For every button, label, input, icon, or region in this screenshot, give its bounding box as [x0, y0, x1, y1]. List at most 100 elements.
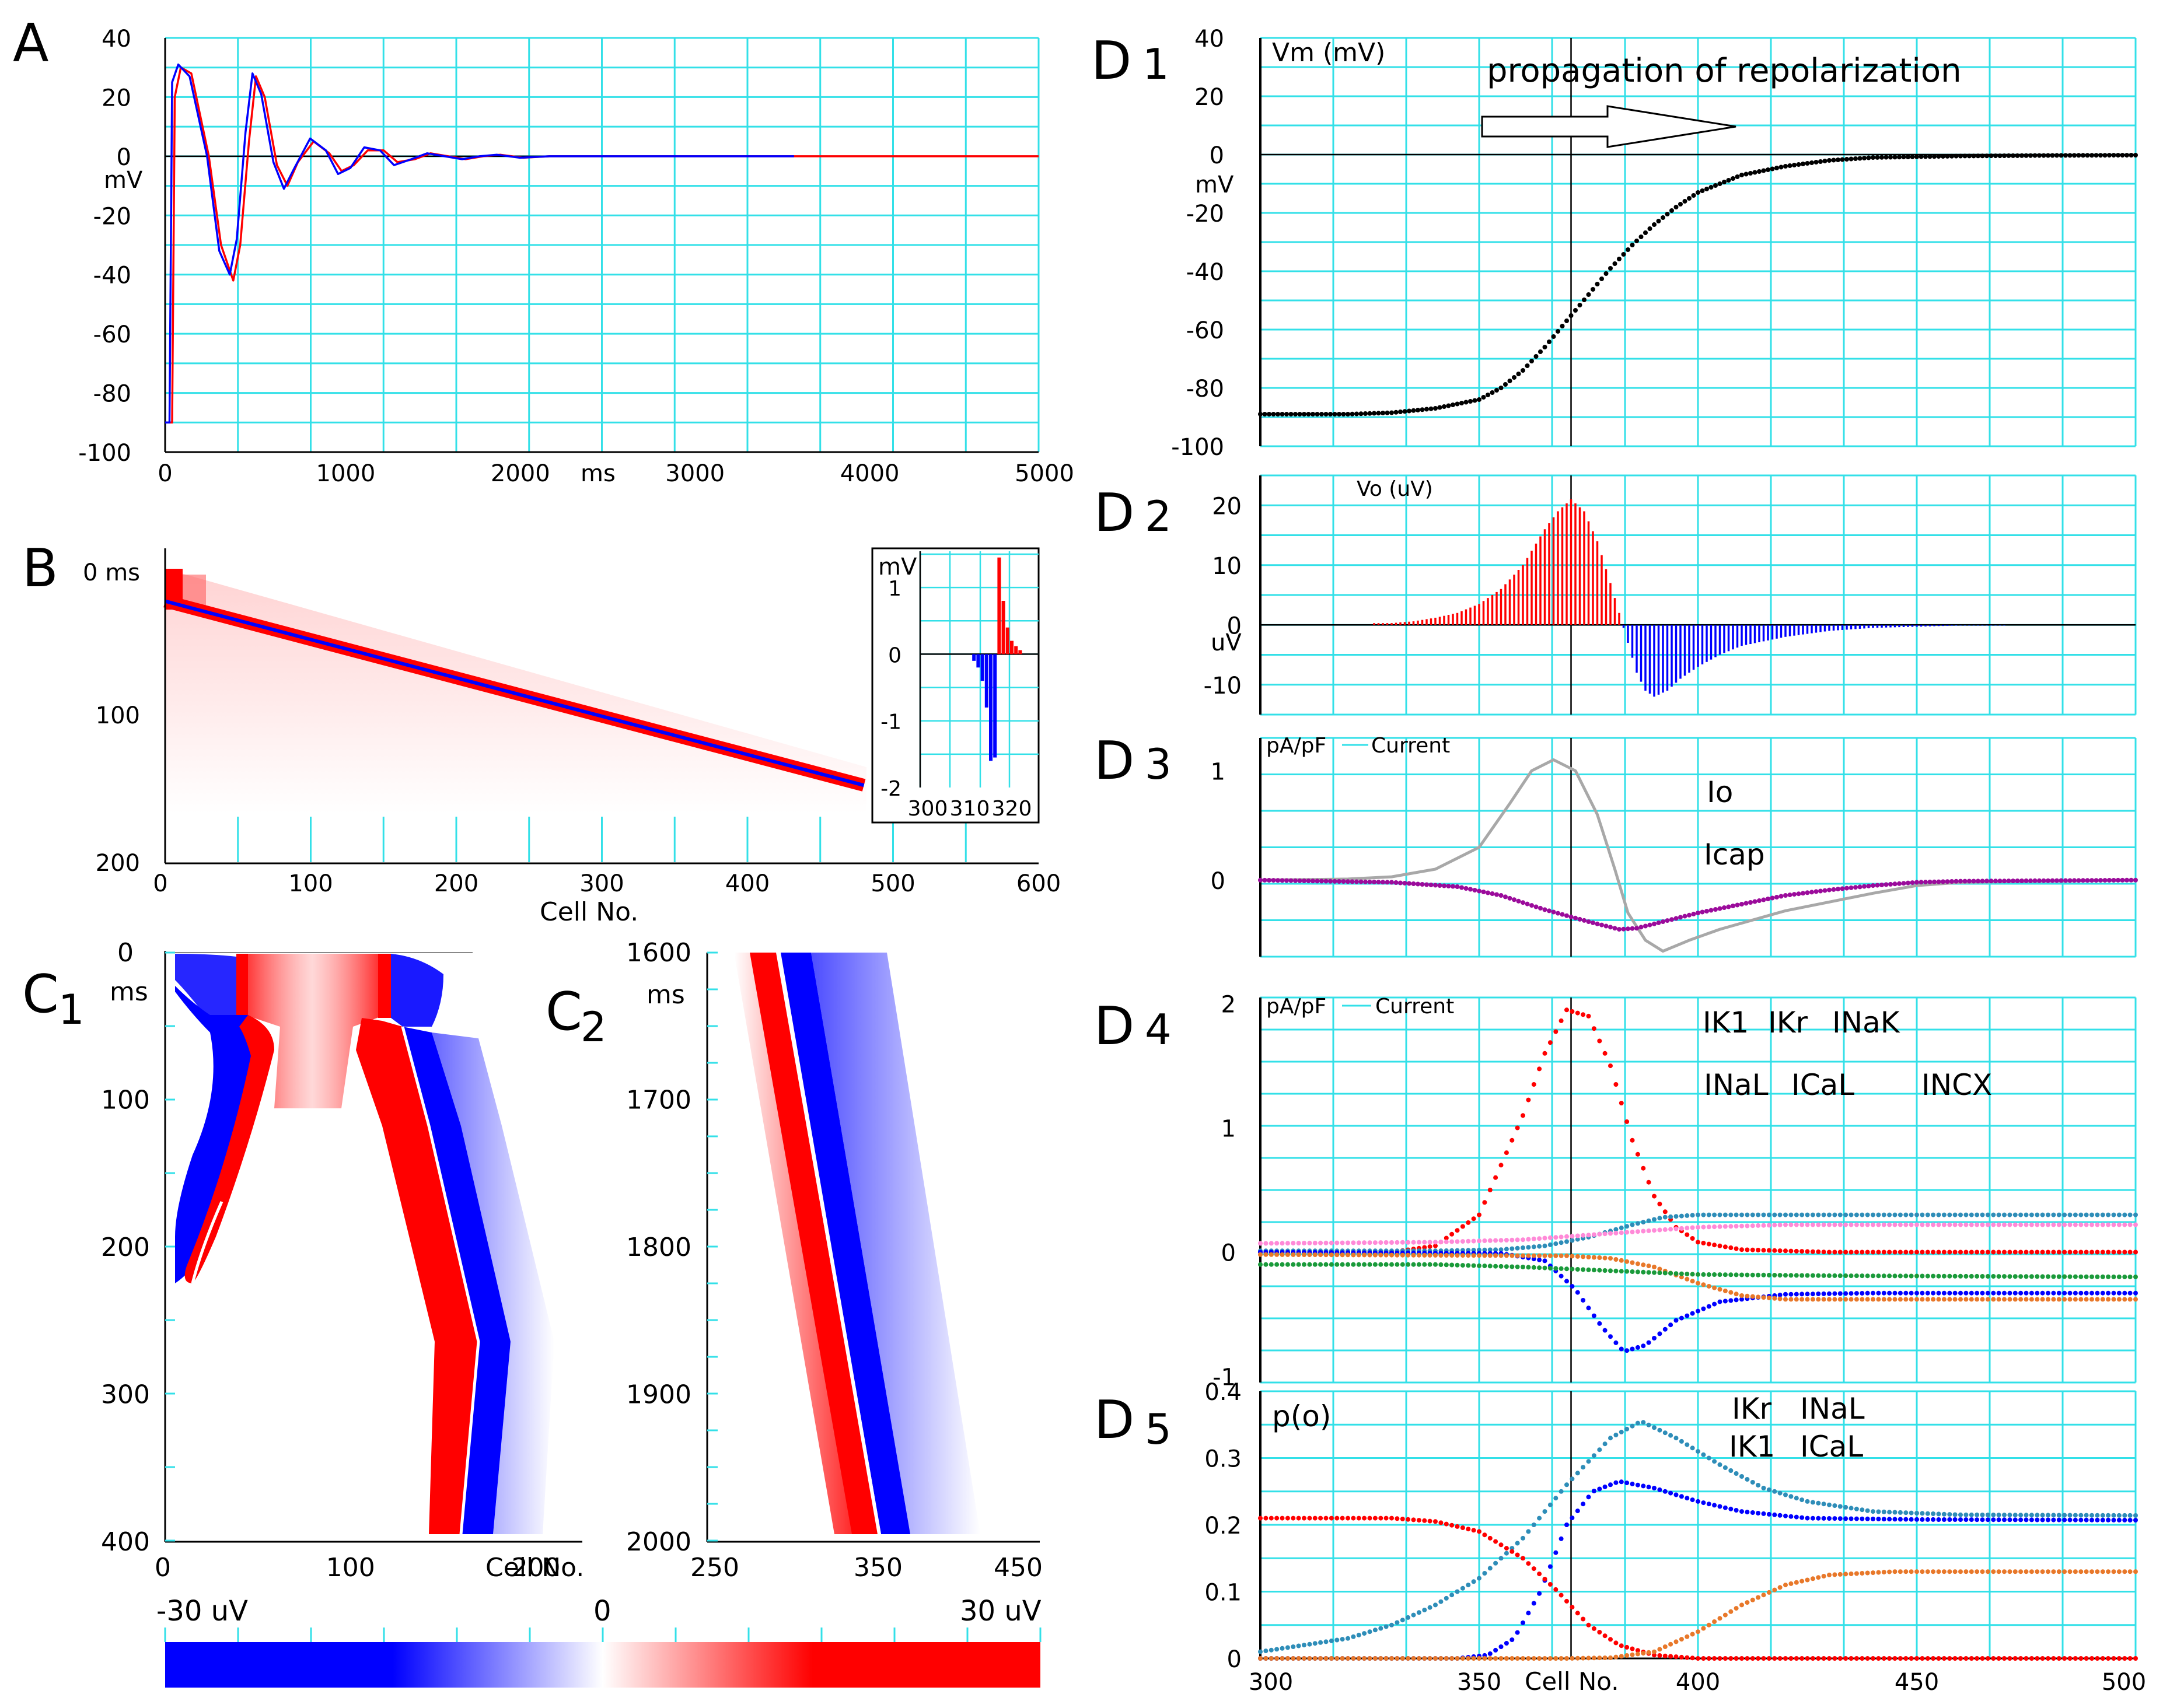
panel-d4-point-inak	[1668, 1227, 1673, 1232]
panel-d5-point-ical	[1581, 1656, 1586, 1661]
panel-d3-point-icap	[1813, 889, 1819, 894]
panel-d4-point-incx	[1274, 1262, 1280, 1267]
panel-d5-point-ikr	[1630, 1423, 1635, 1429]
panel-a-xtick: 0	[158, 460, 172, 487]
panel-d4-point-inak	[1728, 1224, 1734, 1229]
panel-d4-point-incx	[1788, 1273, 1794, 1278]
panel-b-xtick: 100	[288, 870, 333, 897]
panel-d1-point	[1472, 398, 1477, 403]
panel-d4-point-ikr	[1947, 1212, 1952, 1217]
panel-d5-point-ikr	[1482, 1571, 1487, 1576]
panel-d3-point-icap	[2015, 878, 2020, 883]
panel-d4-point-incx	[1372, 1262, 1378, 1267]
panel-d4-point-incx	[2046, 1274, 2050, 1279]
panel-b-inset-bar	[980, 654, 984, 681]
panel-d4-point-incx	[1493, 1264, 1498, 1269]
panel-d4-point-inak	[1783, 1222, 1788, 1227]
panel-d4-point-ical	[2051, 1297, 2056, 1302]
panel-d5-point-ik1	[1876, 1656, 1881, 1661]
panel-d1-ytick: 0	[1210, 142, 1224, 169]
panel-label-C1-sub: 1	[58, 986, 85, 1034]
panel-d4-point-incx	[1717, 1272, 1722, 1278]
panel-d5-point-ikr	[1898, 1510, 1903, 1515]
panel-d5-point-ikr	[1504, 1550, 1509, 1556]
panel-d4-point-ical	[1887, 1297, 1892, 1302]
panel-d5-point-inal	[1570, 1516, 1575, 1521]
panel-d5-point-ical	[1312, 1656, 1318, 1661]
panel-d4-point-inal	[1958, 1290, 1963, 1296]
panel-d4-point-incx	[1712, 1272, 1717, 1277]
panel-d5-point-ical	[1280, 1656, 1285, 1661]
panel-b-xtick: 200	[434, 870, 478, 897]
panel-d5-point-ik1	[1526, 1561, 1531, 1566]
panel-d5-point-ik1	[1515, 1552, 1520, 1558]
panel-d3-point-icap	[1302, 878, 1306, 883]
panel-d4-point-ical	[2122, 1297, 2127, 1302]
panel-c2-xtick: 250	[690, 1553, 739, 1583]
panel-d4-point-inak	[1570, 1234, 1575, 1239]
panel-d4-point-ical	[1963, 1297, 1969, 1302]
panel-d4-point-ik1	[1706, 1241, 1711, 1247]
panel-d1-point	[1708, 185, 1714, 190]
panel-d5-point-inal	[1591, 1489, 1596, 1493]
panel-d4-point-incx	[2018, 1274, 2024, 1279]
panel-d4-point-ik1	[1881, 1250, 1886, 1255]
panel-d4-point-inak	[2122, 1222, 2127, 1227]
panel-d4-point-ikr	[1920, 1212, 1925, 1217]
panel-d4-point-inal	[2062, 1290, 2067, 1296]
panel-d5-point-ikr	[1777, 1490, 1783, 1496]
panel-d4-point-inak	[1351, 1240, 1356, 1245]
panel-d4-point-inak	[1777, 1222, 1783, 1227]
panel-c1-blue-band-left	[175, 986, 263, 1283]
panel-d5-point-ikr	[1739, 1474, 1744, 1479]
panel-d1-point	[1533, 354, 1539, 359]
panel-d1-point	[1757, 169, 1762, 174]
panel-d1-point	[1726, 178, 1731, 183]
panel-d4-point-ical	[2002, 1297, 2007, 1302]
panel-d5-point-ik1	[2078, 1656, 2084, 1661]
panel-d4-point-inak	[1372, 1240, 1378, 1245]
panel-d5-point-ikr	[1356, 1632, 1361, 1637]
panel-d4-point-inak	[1931, 1222, 1936, 1227]
panel-d5-point-ik1	[1952, 1656, 1958, 1661]
panel-d4-point-inal	[2018, 1290, 2024, 1296]
panel-d5-point-ical	[1323, 1656, 1329, 1661]
panel-d4-point-inak	[1340, 1240, 1345, 1245]
panel-d4-point-incx	[2078, 1274, 2084, 1279]
panel-d4-point-inak	[1575, 1233, 1580, 1238]
panel-d4-point-ical	[1761, 1295, 1766, 1300]
panel-d5-point-ikr	[1652, 1425, 1657, 1430]
panel-d4-point-inal	[1641, 1343, 1646, 1349]
panel-label-D4: D	[1094, 996, 1134, 1057]
panel-d5-point-ical	[1526, 1656, 1531, 1661]
panel-d5-point-ikr	[1389, 1622, 1394, 1628]
panel-d5-point-inal	[1854, 1516, 1859, 1521]
panel-d4-point-inal	[2056, 1290, 2061, 1296]
panel-d3-point-icap	[1455, 884, 1460, 889]
panel-d4-point-ikr	[1805, 1212, 1810, 1217]
panel-d4-point-ikr	[1646, 1218, 1651, 1223]
panel-d4-point-ical	[1920, 1297, 1925, 1302]
panel-d4-point-ikr	[1750, 1212, 1755, 1217]
panel-d4-point-inak	[1346, 1240, 1350, 1245]
panel-d3-point-icap	[1682, 914, 1687, 919]
panel-d3-series-io	[1260, 758, 2136, 953]
panel-d1-point	[2102, 153, 2108, 158]
panel-d3-point-icap	[1993, 878, 1998, 884]
panel-d4-point-ical	[1892, 1297, 1898, 1302]
panel-d4-point-incx	[1531, 1265, 1536, 1270]
panel-d4-point-ikr	[1843, 1212, 1848, 1217]
panel-d4-point-inal	[1542, 1258, 1547, 1264]
panel-d4-point-ikr	[1487, 1247, 1493, 1252]
panel-d3-point-icap	[1626, 926, 1630, 932]
panel-d3-point-icap	[1792, 892, 1797, 897]
panel-d4-point-incx	[1433, 1262, 1438, 1267]
panel-d4-point-ical	[1766, 1296, 1771, 1300]
panel-d1-point	[1932, 154, 1937, 159]
panel-d4-point-inak	[2095, 1222, 2100, 1227]
panel-d1-point	[1428, 406, 1434, 411]
panel-d5-point-ik1	[2007, 1656, 2012, 1661]
panel-d4-point-ik1	[1662, 1209, 1668, 1214]
panel-label-C1: C	[22, 964, 59, 1025]
panel-d4-point-ical	[1509, 1253, 1515, 1258]
